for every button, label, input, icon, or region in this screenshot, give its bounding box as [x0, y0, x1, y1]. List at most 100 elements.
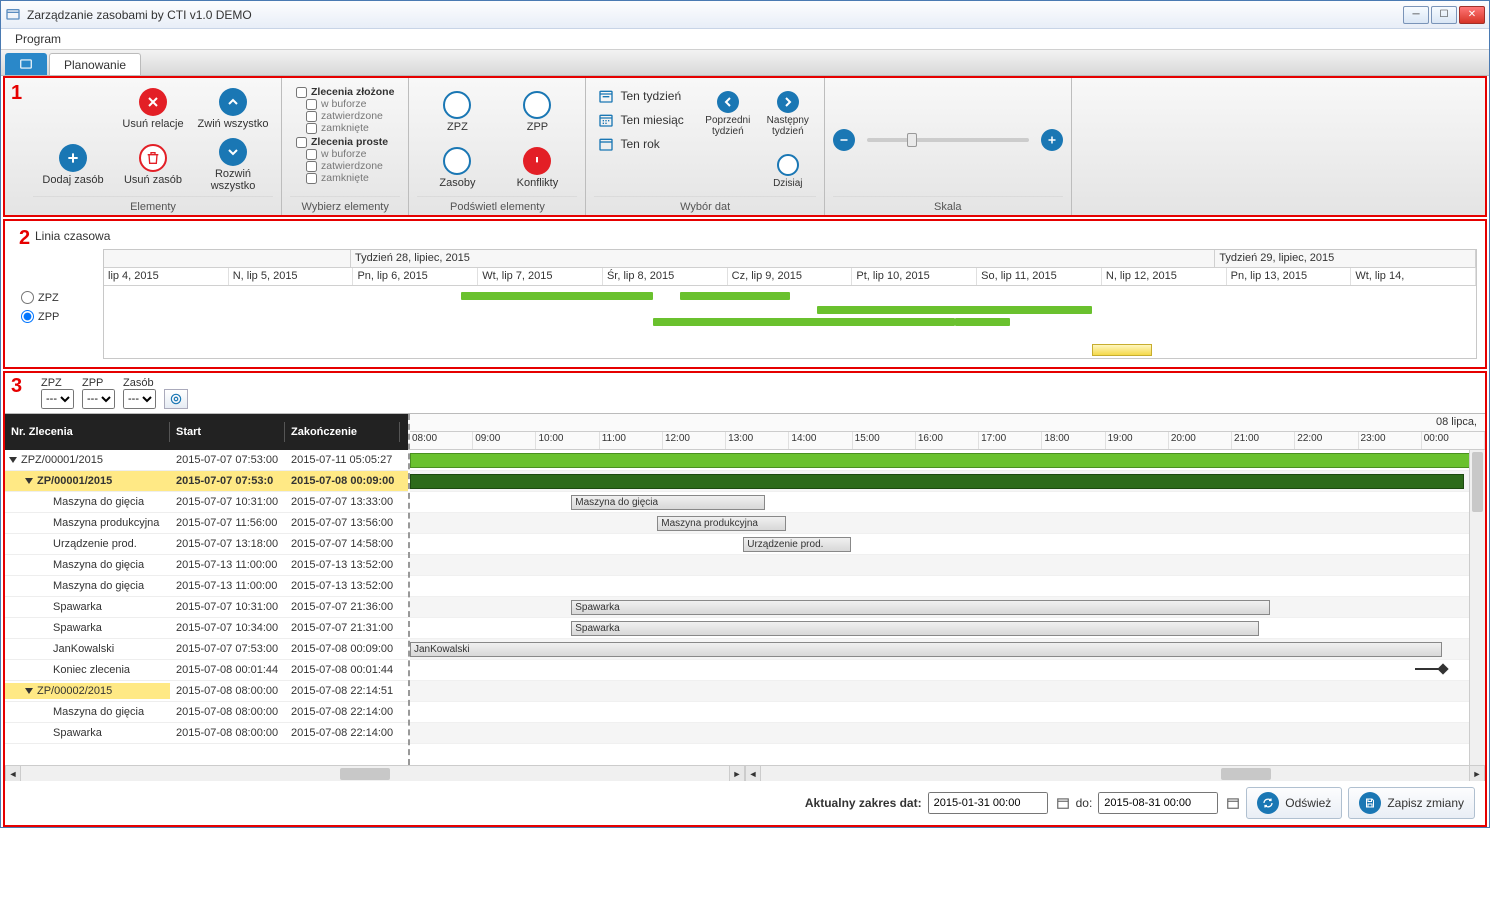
gear-icon [443, 147, 471, 175]
chevron-left-icon [717, 91, 739, 113]
vertical-scrollbar[interactable] [1469, 450, 1485, 765]
table-row[interactable]: Urządzenie prod.2015-07-07 13:18:002015-… [5, 534, 408, 555]
checkbox-proste[interactable] [296, 137, 307, 148]
hour-header: 19:00 [1106, 432, 1169, 449]
hscroll-right[interactable]: ► [1469, 766, 1485, 781]
gantt-bar[interactable]: Spawarka [571, 600, 1270, 615]
table-row[interactable]: Maszyna produkcyjna2015-07-07 11:56:0020… [5, 513, 408, 534]
hscroll-left[interactable]: ◄ [5, 766, 21, 781]
ten-rok-button[interactable]: Ten rok [598, 136, 683, 152]
konflikty-button[interactable]: Konflikty [497, 140, 577, 196]
gantt-row [410, 555, 1485, 576]
gantt-bar[interactable]: Spawarka [571, 621, 1259, 636]
minimize-button[interactable]: ─ [1403, 6, 1429, 24]
save-button[interactable]: Zapisz zmiany [1348, 787, 1475, 819]
menu-program[interactable]: Program [9, 30, 67, 48]
dodaj-zasob-button[interactable]: Dodaj zasób [33, 134, 113, 196]
zpp-button[interactable]: ZPP [497, 84, 577, 140]
titlebar: Zarządzanie zasobami by CTI v1.0 DEMO ─ … [1, 1, 1489, 29]
dzisiaj-button[interactable]: Dzisiaj [760, 148, 816, 197]
checkbox-proste-zamk[interactable] [306, 173, 317, 184]
filter-target-button[interactable] [164, 389, 188, 409]
col-header-nr[interactable]: Nr. Zlecenia [5, 422, 170, 442]
zoom-in-button[interactable] [1041, 129, 1063, 151]
gantt-bar[interactable] [410, 453, 1485, 468]
gantt-row [410, 660, 1485, 681]
timeline-bar[interactable] [817, 306, 1091, 314]
filter-zpz-select[interactable]: --- [41, 389, 74, 409]
table-row[interactable]: Maszyna do gięcia2015-07-13 11:00:002015… [5, 576, 408, 597]
gantt-bar[interactable]: Maszyna do gięcia [571, 495, 765, 510]
close-button[interactable]: ✕ [1459, 6, 1485, 24]
table-row[interactable]: Maszyna do gięcia2015-07-07 10:31:002015… [5, 492, 408, 513]
radio-zpz[interactable]: ZPZ [21, 291, 103, 304]
gantt-row [410, 723, 1485, 744]
hour-header: 17:00 [979, 432, 1042, 449]
filter-zpp-select[interactable]: --- [82, 389, 115, 409]
hour-header: 12:00 [663, 432, 726, 449]
col-header-end[interactable]: Zakończenie [285, 422, 400, 442]
tab-planowanie[interactable]: Planowanie [49, 53, 141, 75]
gantt-bar[interactable] [410, 474, 1464, 489]
gantt-chart[interactable]: 08 lipca, 08:0009:0010:0011:0012:0013:00… [410, 414, 1485, 765]
gantt-row: Urządzenie prod. [410, 534, 1485, 555]
calendar-icon[interactable] [1056, 796, 1070, 810]
timeline-bar[interactable] [680, 292, 790, 300]
ten-tydzien-button[interactable]: Ten tydzień [598, 88, 683, 104]
zwin-wszystko-button[interactable]: Zwiń wszystko [193, 84, 273, 134]
timeline-viewport-indicator[interactable] [1092, 344, 1152, 356]
table-row[interactable]: Spawarka2015-07-07 10:34:002015-07-07 21… [5, 618, 408, 639]
table-row[interactable]: Koniec zlecenia2015-07-08 00:01:442015-0… [5, 660, 408, 681]
hscroll-right-track[interactable] [761, 766, 1469, 781]
gantt-row [410, 702, 1485, 723]
checkbox-proste-buforze[interactable] [306, 149, 317, 160]
table-row[interactable]: ZPZ/00001/20152015-07-07 07:53:002015-07… [5, 450, 408, 471]
gantt-row [410, 450, 1485, 471]
refresh-button[interactable]: Odśwież [1246, 787, 1342, 819]
maximize-button[interactable]: ☐ [1431, 6, 1457, 24]
timeline-bar[interactable] [653, 318, 955, 326]
zpz-button[interactable]: ZPZ [417, 84, 497, 140]
checkbox-zlozone[interactable] [296, 87, 307, 98]
hscroll-left-end[interactable]: ► [729, 766, 745, 781]
zoom-out-button[interactable] [833, 129, 855, 151]
table-row[interactable]: Maszyna do gięcia2015-07-13 11:00:002015… [5, 555, 408, 576]
timeline-overview[interactable]: Tydzień 28, lipiec, 2015 Tydzień 29, lip… [103, 249, 1477, 359]
gantt-bar[interactable]: Urządzenie prod. [743, 537, 851, 552]
zasoby-button[interactable]: Zasoby [417, 140, 497, 196]
poprzedni-tydzien-button[interactable]: Poprzedni tydzień [700, 84, 756, 144]
gantt-bar[interactable]: JanKowalski [410, 642, 1442, 657]
checkbox-zlozone-zamk[interactable] [306, 123, 317, 134]
hscroll-right-start[interactable]: ◄ [745, 766, 761, 781]
zoom-slider[interactable] [867, 138, 1029, 142]
rozwin-wszystko-button[interactable]: Rozwiń wszystko [193, 134, 273, 196]
checkbox-proste-zatw[interactable] [306, 161, 317, 172]
table-row[interactable]: JanKowalski2015-07-07 07:53:002015-07-08… [5, 639, 408, 660]
hour-header: 15:00 [853, 432, 916, 449]
usun-zasob-button[interactable]: Usuń zasób [113, 134, 193, 196]
trash-icon [139, 144, 167, 172]
usun-relacje-button[interactable]: Usuń relacje [113, 84, 193, 134]
timeline-bar[interactable] [461, 292, 653, 300]
section-2-marker: 2 [19, 227, 30, 250]
table-row[interactable]: ZP/00001/20152015-07-07 07:53:02015-07-0… [5, 471, 408, 492]
table-row[interactable]: Spawarka2015-07-08 08:00:002015-07-08 22… [5, 723, 408, 744]
timeline-bar[interactable] [955, 318, 1010, 326]
checkbox-zlozone-zatw[interactable] [306, 111, 317, 122]
nastepny-tydzien-button[interactable]: Następny tydzień [760, 84, 816, 144]
date-to-input[interactable] [1098, 792, 1218, 814]
col-header-start[interactable]: Start [170, 422, 285, 442]
table-row[interactable]: ZP/00002/20152015-07-08 08:00:002015-07-… [5, 681, 408, 702]
tab-home-icon[interactable] [5, 53, 47, 75]
checkbox-zlozone-buforze[interactable] [306, 99, 317, 110]
filter-zasob-select[interactable]: --- [123, 389, 156, 409]
table-row[interactable]: Spawarka2015-07-07 10:31:002015-07-07 21… [5, 597, 408, 618]
table-row[interactable]: Maszyna do gięcia2015-07-08 08:00:002015… [5, 702, 408, 723]
calendar-icon[interactable] [1226, 796, 1240, 810]
timeline-day: Wt, lip 14, [1351, 268, 1476, 285]
date-from-input[interactable] [928, 792, 1048, 814]
hscroll-left-track[interactable] [21, 766, 729, 781]
radio-zpp[interactable]: ZPP [21, 310, 103, 323]
ten-miesiac-button[interactable]: Ten miesiąc [598, 112, 683, 128]
gantt-bar[interactable]: Maszyna produkcyjna [657, 516, 786, 531]
